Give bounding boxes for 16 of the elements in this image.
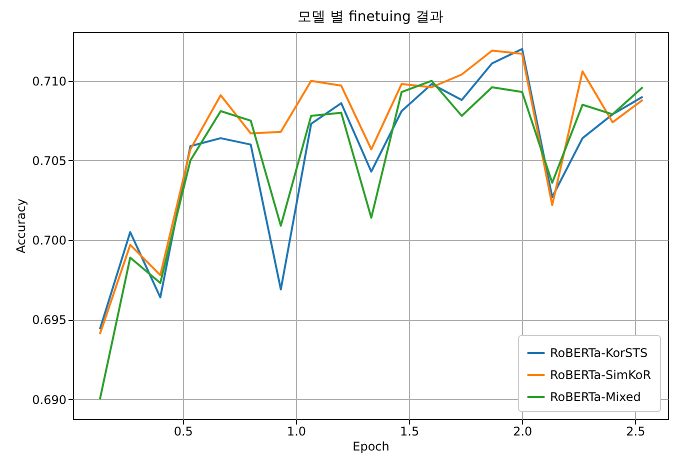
- x-tick-label: 2.5: [626, 424, 646, 438]
- legend-label: RoBERTa-Mixed: [550, 390, 641, 404]
- legend-label: RoBERTa-SimKoR: [550, 368, 652, 382]
- y-tick-label: 0.700: [32, 234, 66, 248]
- y-tick-label: 0.705: [32, 154, 66, 168]
- x-tick-label: 1.0: [286, 424, 306, 438]
- chart-title: 모델 별 finetuing 결과: [298, 9, 444, 25]
- y-axis-title: Accuracy: [14, 198, 28, 254]
- x-axis-title: Epoch: [352, 440, 390, 454]
- y-tick-label: 0.695: [32, 313, 66, 328]
- x-tick-label: 1.5: [400, 424, 420, 438]
- y-tick-label: 0.690: [32, 392, 66, 407]
- x-tick-label: 2.0: [513, 424, 532, 438]
- legend-label: RoBERTa-KorSTS: [550, 346, 648, 360]
- y-tick-label: 0.710: [32, 74, 66, 88]
- x-tick-label: 0.5: [174, 424, 193, 438]
